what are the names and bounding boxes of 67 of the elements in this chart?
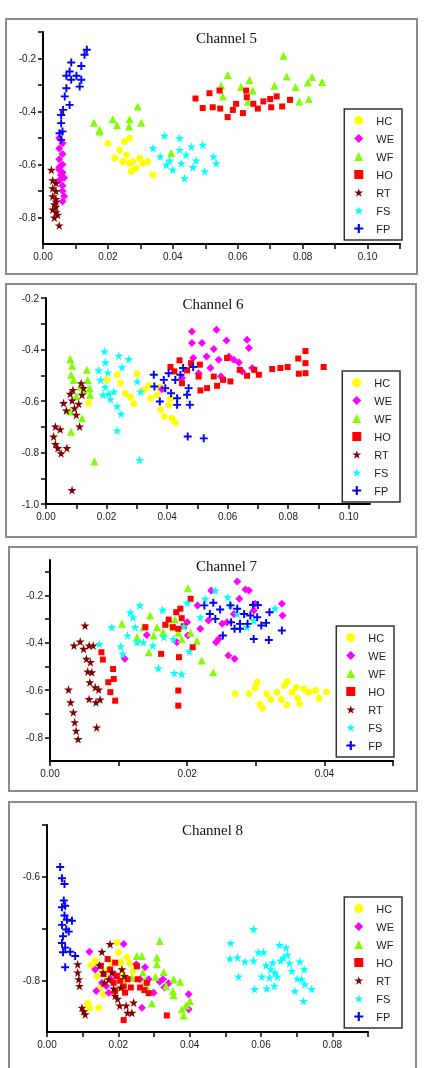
y-tick-label: -0.4 [21,344,40,355]
legend-label: RT [368,703,384,716]
legend-label: HC [368,631,385,644]
y-tick-label: -0.8 [18,212,37,223]
x-tick-label: 0.08 [278,510,299,522]
legend-label: WE [376,920,395,933]
y-tick-label: -0.2 [18,53,37,64]
y-tick-label: -0.2 [21,292,40,304]
x-tick-label: 0.02 [96,510,117,522]
y-tick-label: -0.6 [22,871,41,883]
x-tick-label: 0.04 [179,1038,200,1050]
legend-label: HO [368,685,386,698]
x-tick-label: 0.04 [163,250,183,262]
y-tick-label: -1.0 [21,498,40,510]
y-tick-label: -0.4 [18,106,37,117]
legend-label: WE [376,132,395,145]
x-tick-label: 0.10 [357,250,378,262]
y-tick-label: -0.8 [21,447,40,458]
x-tick-label: 0.04 [157,510,178,522]
legend-label: FP [374,484,389,497]
legend-label: FS [374,466,389,479]
y-tick-label: -0.4 [25,637,44,649]
legend-label: HC [376,114,393,127]
x-tick-label: 0.02 [108,1038,129,1050]
y-tick-label: -0.6 [21,395,40,407]
legend-label: HO [376,168,394,181]
legend-label: HO [374,430,392,443]
legend-label: HC [376,902,393,915]
x-tick-label: 0.08 [322,1038,343,1050]
x-tick-label: 0.02 [177,767,198,779]
x-tick-label: 0.00 [37,1038,58,1050]
legend-label: FP [376,1010,391,1023]
legend-label: RT [376,186,392,199]
x-tick-label: 0.06 [217,510,238,522]
x-tick-label: 0.00 [36,510,57,522]
chart-title: Channel 5 [195,29,258,46]
legend-label: RT [374,448,390,461]
legend-label: FP [376,222,391,235]
x-tick-label: 0.00 [33,250,54,262]
legend-label: WE [374,394,393,407]
x-tick-label: 0.00 [40,767,61,779]
legend-label: HC [374,376,391,389]
legend-label: WF [376,150,394,163]
legend-label: WF [368,667,386,680]
legend-label: RT [376,974,392,987]
y-tick-label: -0.6 [25,684,44,696]
x-tick-label: 0.04 [314,767,335,779]
chart-title: Channel 7 [195,557,258,574]
chart-title: Channel 8 [181,821,244,838]
legend-label: FS [376,204,391,217]
y-tick-label: -0.8 [25,731,44,743]
legend-label: FS [368,721,383,734]
legend-label: FP [368,739,383,752]
x-tick-label: 0.06 [227,250,248,262]
legend-label: FS [376,992,391,1005]
y-tick-label: -0.6 [18,159,37,170]
x-tick-label: 0.08 [292,250,313,262]
x-tick-label: 0.06 [251,1038,272,1050]
x-tick-label: 0.02 [98,250,119,262]
legend-label: WF [374,412,392,425]
y-tick-label: -0.8 [22,974,41,986]
legend-label: WE [368,649,387,662]
legend-label: HO [376,956,394,969]
x-tick-label: 0.10 [339,510,359,522]
legend-label: WF [376,938,394,951]
chart-title: Channel 6 [182,295,245,312]
y-tick-label: -0.2 [25,589,44,601]
